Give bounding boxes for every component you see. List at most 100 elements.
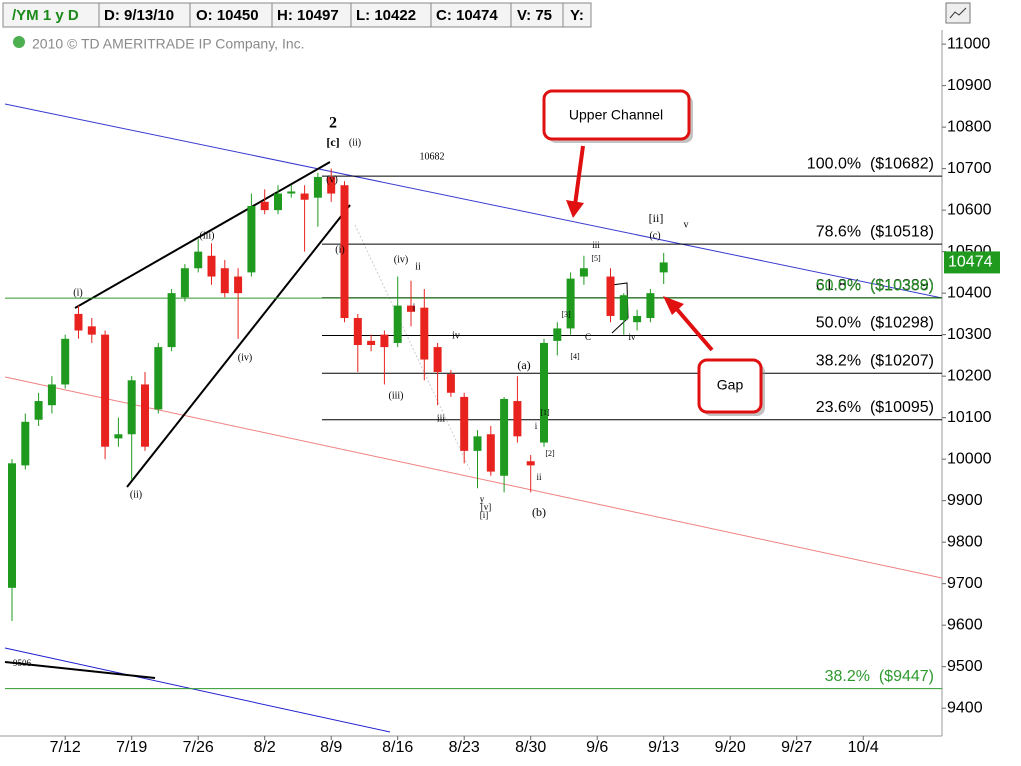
y-tick-label: 10200 — [947, 367, 992, 384]
candle-body — [367, 340, 376, 346]
chart-icon[interactable] — [945, 2, 971, 24]
candle-body — [553, 328, 562, 341]
candle-body — [234, 276, 243, 294]
high: H: 10497 — [277, 7, 339, 24]
wave-label: (ii) — [349, 137, 361, 148]
open: O: 10450 — [196, 7, 259, 24]
y-tick-label: 10900 — [947, 77, 992, 94]
price-badge-label: 10474 — [948, 254, 993, 271]
candle-body — [380, 334, 389, 348]
wave-label: i — [413, 302, 416, 313]
y-tick-label: 10000 — [947, 450, 992, 467]
x-tick-label: 8/9 — [320, 739, 342, 756]
y-tick-label: 11000 — [947, 35, 990, 52]
x-tick-label: 8/16 — [382, 739, 413, 756]
x-tick-label: 8/2 — [254, 739, 276, 756]
candle-body — [433, 347, 442, 373]
x-tick-label: 7/19 — [116, 739, 147, 756]
guide-line — [354, 224, 471, 471]
fib-label: 23.6% ($10095) — [816, 399, 934, 416]
y-tick-label: 10600 — [947, 201, 992, 218]
symbol: /YM 1 y D — [12, 7, 79, 24]
candle-body — [287, 191, 296, 194]
candle-body — [340, 185, 349, 319]
candle-body — [207, 255, 216, 277]
info-icon[interactable] — [13, 36, 25, 48]
candle-body — [247, 205, 256, 273]
y-tick-label: 10700 — [947, 160, 992, 177]
y-tick-label: 10400 — [947, 284, 992, 301]
candle-body — [167, 293, 176, 348]
arrow-head — [566, 200, 584, 218]
y-tick-label: 10100 — [947, 409, 992, 426]
candle-body — [606, 276, 615, 316]
y-tick-label: 10800 — [947, 118, 992, 135]
candle-body — [101, 334, 110, 447]
wave-label: (iii) — [389, 390, 404, 401]
wave-label: [4] — [570, 352, 580, 361]
wave-label: [ii] — [649, 211, 664, 225]
wave-label: (i) — [335, 244, 344, 255]
trend-line — [4, 661, 156, 679]
candle-body — [87, 326, 96, 335]
fib-label: 38.2% ($10207) — [816, 352, 934, 369]
candle-body — [526, 461, 535, 466]
fib-label: 100.0% ($10682) — [807, 155, 934, 172]
callout-arrow — [573, 145, 585, 206]
x-tick-label: 7/26 — [183, 739, 214, 756]
candle-body — [633, 315, 642, 323]
wave-label: i — [535, 421, 538, 431]
wave-label: (b) — [532, 505, 546, 519]
candle-body — [353, 318, 362, 346]
wave-label: (v) — [326, 174, 338, 185]
x-tick-label: 9/27 — [781, 739, 812, 756]
candle-body — [420, 307, 429, 360]
candle-body — [114, 434, 123, 439]
candle-body — [659, 262, 668, 273]
x-tick-label: 8/30 — [515, 739, 546, 756]
x-tick-label: 7/12 — [50, 739, 81, 756]
base-channel — [4, 647, 391, 733]
candle-body — [313, 176, 322, 198]
candle-body — [47, 384, 56, 406]
wave-label: 9506 — [13, 658, 32, 668]
x-tick-label: 9/20 — [715, 739, 746, 756]
wave-label: v — [684, 219, 689, 230]
candle-body — [460, 396, 469, 451]
candle-body — [486, 434, 495, 472]
header: /YM 1 y D D: 9/13/10 O: 10450 H: 10497 L… — [2, 2, 592, 28]
arrow-head — [663, 296, 684, 315]
y-tick-label: 10300 — [947, 326, 992, 343]
header-bar — [2, 2, 592, 28]
wave-label: C — [585, 332, 591, 342]
wave-label: iv — [452, 330, 460, 341]
wave-label: [3] — [561, 310, 571, 319]
y-tick-label: 9900 — [947, 492, 983, 509]
channels — [4, 103, 943, 733]
icon-line — [949, 7, 967, 19]
candle-body — [127, 380, 136, 435]
upper-channel — [4, 103, 943, 299]
price-badge — [944, 251, 1000, 274]
wave-label: ii — [536, 472, 542, 482]
x-tick-label: 9/13 — [648, 739, 679, 756]
wedge-line — [126, 204, 351, 488]
y-tick-label: 9700 — [947, 575, 983, 592]
wave-label: iii — [437, 413, 446, 424]
candle-body — [540, 342, 548, 443]
candle-body — [154, 347, 163, 410]
wave-label: (ii) — [130, 489, 142, 500]
wave-label: (i) — [73, 287, 82, 298]
wave-label: iii — [592, 240, 600, 250]
candle-body — [274, 193, 282, 211]
wave-label: iv — [628, 332, 636, 342]
wave-label: (iv) — [238, 352, 252, 363]
candle-body — [260, 201, 269, 211]
candle-body — [300, 193, 309, 200]
candle-body — [619, 295, 628, 321]
close: C: 10474 — [436, 7, 498, 24]
wave-label: [c] — [326, 135, 339, 149]
x-tick-label: 10/4 — [848, 739, 879, 756]
y-field: Y: — [570, 7, 584, 24]
